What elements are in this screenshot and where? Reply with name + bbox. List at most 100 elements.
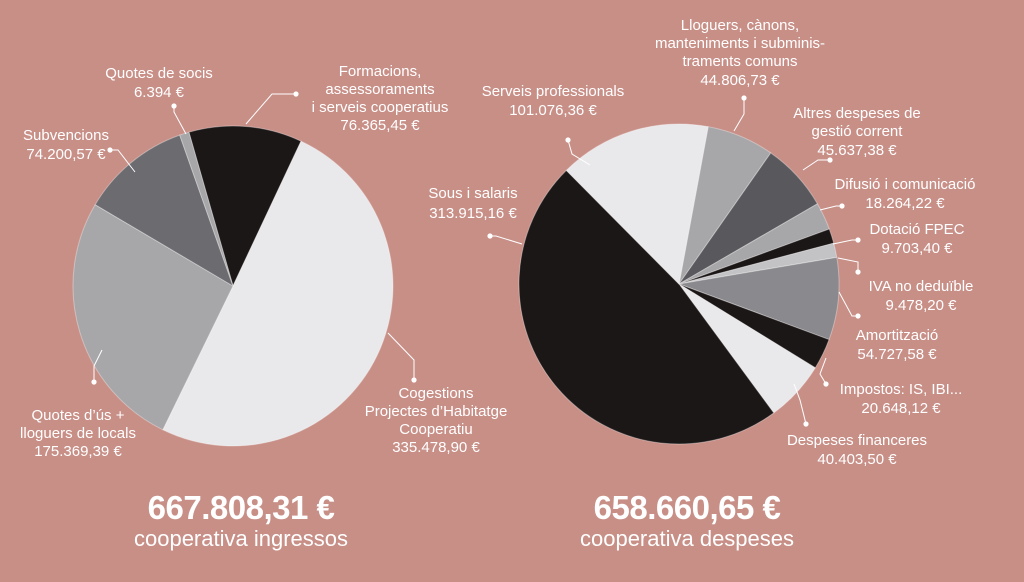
expenses-label-impostos-is-ibi-leader-line [819, 357, 827, 385]
expenses-label-impostos-is-ibi: Impostos: IS, IBI... 20.648,12 € [819, 357, 963, 417]
expenses-label-sous-i-salaris-value: 313.915,16 € [429, 205, 517, 222]
expenses-label-altres-despeses-de-gestio-corrent-leader-dot [827, 157, 833, 163]
income-label-quotes-de-socis-leader-line [173, 106, 187, 135]
income-label-cogestions-projectes-d-habitatge-cooperatiu-text: Projectes d’Habitatge [365, 403, 508, 420]
income-label-formacions-assessoraments-i-serveis-cooperatius-leader-dot [293, 91, 299, 97]
income-label-quotes-de-socis-value: 6.394 € [134, 84, 185, 101]
expenses-label-sous-i-salaris-leader-line [490, 235, 523, 245]
expenses-pie [518, 123, 840, 445]
income-label-cogestions-projectes-d-habitatge-cooperatiu-value: 335.478,90 € [392, 439, 480, 456]
expenses-label-despeses-financeres-value: 40.403,50 € [817, 451, 897, 468]
expenses-slice-altres-despeses-de-gestio-corrent [678, 152, 819, 285]
expenses-label-iva-no-deduible: IVA no deduïble 9.478,20 € [837, 257, 974, 314]
income-label-cogestions-projectes-d-habitatge-cooperatiu-text: Cooperatiu [399, 421, 472, 438]
income-label-quotes-d-us-lloguers-de-locals-leader-line [93, 349, 103, 382]
income-label-cogestions-projectes-d-habitatge-cooperatiu-text: Cogestions [398, 385, 473, 402]
income-label-cogestions-projectes-d-habitatge-cooperatiu-leader-dot [411, 377, 417, 383]
expenses-label-lloguers-canons-manteniments-i-subminis-traments-comuns: Lloguers, cànons,manteniments i subminis… [655, 17, 825, 132]
expenses-label-iva-no-deduible-leader-dot [855, 269, 861, 275]
expenses-label-difusio-i-comunicacio: Difusió i comunicació 18.264,22 € [819, 176, 976, 212]
expenses-label-serveis-professionals-text: Serveis professionals [482, 83, 625, 100]
expenses-label-despeses-financeres-leader-dot [803, 421, 809, 427]
expenses-label-iva-no-deduible-leader-line [837, 257, 859, 272]
expenses-total: 658.660,65 € cooperativa despeses [537, 490, 837, 552]
expenses-label-impostos-is-ibi-leader-dot [823, 381, 829, 387]
expenses-slice-amortitzacio [677, 256, 840, 341]
expenses-label-altres-despeses-de-gestio-corrent-leader-line [802, 159, 830, 171]
expenses-label-impostos-is-ibi-value: 20.648,12 € [861, 400, 941, 417]
income-slice-cogestions-projectes-d-habitatge-cooperatiu [162, 140, 394, 447]
income-label-cogestions-projectes-d-habitatge-cooperatiu-leader-line [387, 332, 415, 380]
expenses-total-amount: 658.660,65 € [593, 489, 781, 526]
expenses-label-amortitzacio-value: 54.727,58 € [857, 346, 937, 363]
expenses-total-caption: cooperativa despeses [579, 526, 795, 551]
income-label-subvencions-value: 74.200,57 € [26, 146, 106, 163]
expenses-label-dotacio-fpec-leader-dot [855, 237, 861, 243]
income-label-subvencions-leader-dot [107, 147, 113, 153]
expenses-label-amortitzacio-text: Amortització [856, 327, 939, 344]
income-label-quotes-d-us-lloguers-de-locals-text: Quotes d’ús + [32, 407, 125, 424]
expenses-label-despeses-financeres-leader-line [793, 383, 807, 425]
expenses-label-difusio-i-comunicacio-leader-dot [839, 203, 845, 209]
expenses-label-dotacio-fpec-leader-line [832, 239, 858, 245]
expenses-label-dotacio-fpec: Dotació FPEC 9.703,40 € [832, 221, 965, 257]
expenses-label-despeses-financeres-text: Despeses financeres [787, 432, 927, 449]
income-slice-formacions-assessoraments-i-serveis-cooperatius [188, 125, 302, 288]
income-label-subvencions-text: Subvencions [23, 127, 109, 144]
expenses-label-lloguers-canons-manteniments-i-subminis-traments-comuns-text: Lloguers, cànons, [681, 17, 799, 34]
income-label-formacions-assessoraments-i-serveis-cooperatius-text: i serveis cooperatius [312, 99, 449, 116]
expenses-label-lloguers-canons-manteniments-i-subminis-traments-comuns-text: traments comuns [682, 53, 797, 70]
expenses-label-sous-i-salaris-text: Sous i salaris [428, 185, 517, 202]
income-label-subvencions: Subvencions 74.200,57 € [23, 127, 136, 173]
income-label-formacions-assessoraments-i-serveis-cooperatius-text: assessoraments [325, 81, 434, 98]
expenses-label-serveis-professionals: Serveis professionals 101.076,36 € [482, 83, 625, 166]
expenses-label-serveis-professionals-leader-dot [565, 137, 571, 143]
income-label-formacions-assessoraments-i-serveis-cooperatius-value: 76.365,45 € [340, 117, 420, 134]
income-total-amount: 667.808,31 € [147, 489, 335, 526]
income-label-formacions-assessoraments-i-serveis-cooperatius-leader-line [245, 93, 296, 125]
expenses-label-dotacio-fpec-text: Dotació FPEC [869, 221, 964, 238]
expenses-label-despeses-financeres: Despeses financeres 40.403,50 € [787, 383, 927, 468]
income-slice-quotes-d-us-lloguers-de-locals [72, 203, 234, 431]
expenses-label-difusio-i-comunicacio-leader-line [819, 205, 842, 211]
expenses-label-amortitzacio-leader-line [838, 291, 858, 317]
income-slice-quotes-de-socis [179, 131, 234, 287]
expenses-label-lloguers-canons-manteniments-i-subminis-traments-comuns-leader-dot [741, 95, 747, 101]
expenses-label-difusio-i-comunicacio-text: Difusió i comunicació [835, 176, 976, 193]
income-label-quotes-de-socis-leader-dot [171, 103, 177, 109]
expenses-label-lloguers-canons-manteniments-i-subminis-traments-comuns-leader-line [733, 98, 745, 132]
expenses-slice-lloguers-canons-manteniments-i-subminis-traments-comuns [678, 126, 772, 285]
expenses-label-amortitzacio-leader-dot [855, 313, 861, 319]
expenses-label-sous-i-salaris: Sous i salaris 313.915,16 € [428, 185, 523, 245]
expenses-label-serveis-professionals-value: 101.076,36 € [509, 102, 597, 119]
expenses-slice-sous-i-salaris [518, 169, 775, 445]
expenses-label-amortitzacio: Amortització 54.727,58 € [838, 291, 939, 363]
expenses-slice-serveis-professionals [565, 123, 709, 286]
expenses-label-altres-despeses-de-gestio-corrent-value: 45.637,38 € [817, 142, 897, 159]
income-label-quotes-de-socis: Quotes de socis 6.394 € [105, 65, 213, 135]
income-total: 667.808,31 € cooperativa ingressos [91, 490, 391, 552]
income-label-quotes-d-us-lloguers-de-locals-leader-dot [91, 379, 97, 385]
expenses-label-iva-no-deduible-value: 9.478,20 € [886, 297, 958, 314]
income-label-subvencions-leader-line [110, 149, 136, 173]
expenses-label-serveis-professionals-leader-line [567, 139, 591, 166]
income-label-formacions-assessoraments-i-serveis-cooperatius-text: Formacions, [339, 63, 422, 80]
income-slice-subvencions [94, 134, 234, 288]
expenses-label-altres-despeses-de-gestio-corrent-text: Altres despeses de [793, 105, 921, 122]
income-label-quotes-de-socis-text: Quotes de socis [105, 65, 213, 82]
income-label-quotes-d-us-lloguers-de-locals-value: 175.369,39 € [34, 443, 122, 460]
expenses-label-iva-no-deduible-text: IVA no deduïble [869, 278, 974, 295]
income-pie [72, 125, 394, 447]
income-label-quotes-d-us-lloguers-de-locals: Quotes d’ús +lloguers de locals175.369,3… [20, 349, 136, 460]
expenses-slice-difusio-i-comunicacio [678, 203, 830, 285]
expenses-label-lloguers-canons-manteniments-i-subminis-traments-comuns-value: 44.806,73 € [700, 72, 780, 89]
expenses-label-dotacio-fpec-value: 9.703,40 € [882, 240, 954, 257]
expenses-label-impostos-is-ibi-text: Impostos: IS, IBI... [840, 381, 963, 398]
expenses-label-altres-despeses-de-gestio-corrent-text: gestió corrent [812, 123, 904, 140]
income-label-quotes-d-us-lloguers-de-locals-text: lloguers de locals [20, 425, 136, 442]
expenses-slice-iva-no-deduible [678, 242, 838, 285]
